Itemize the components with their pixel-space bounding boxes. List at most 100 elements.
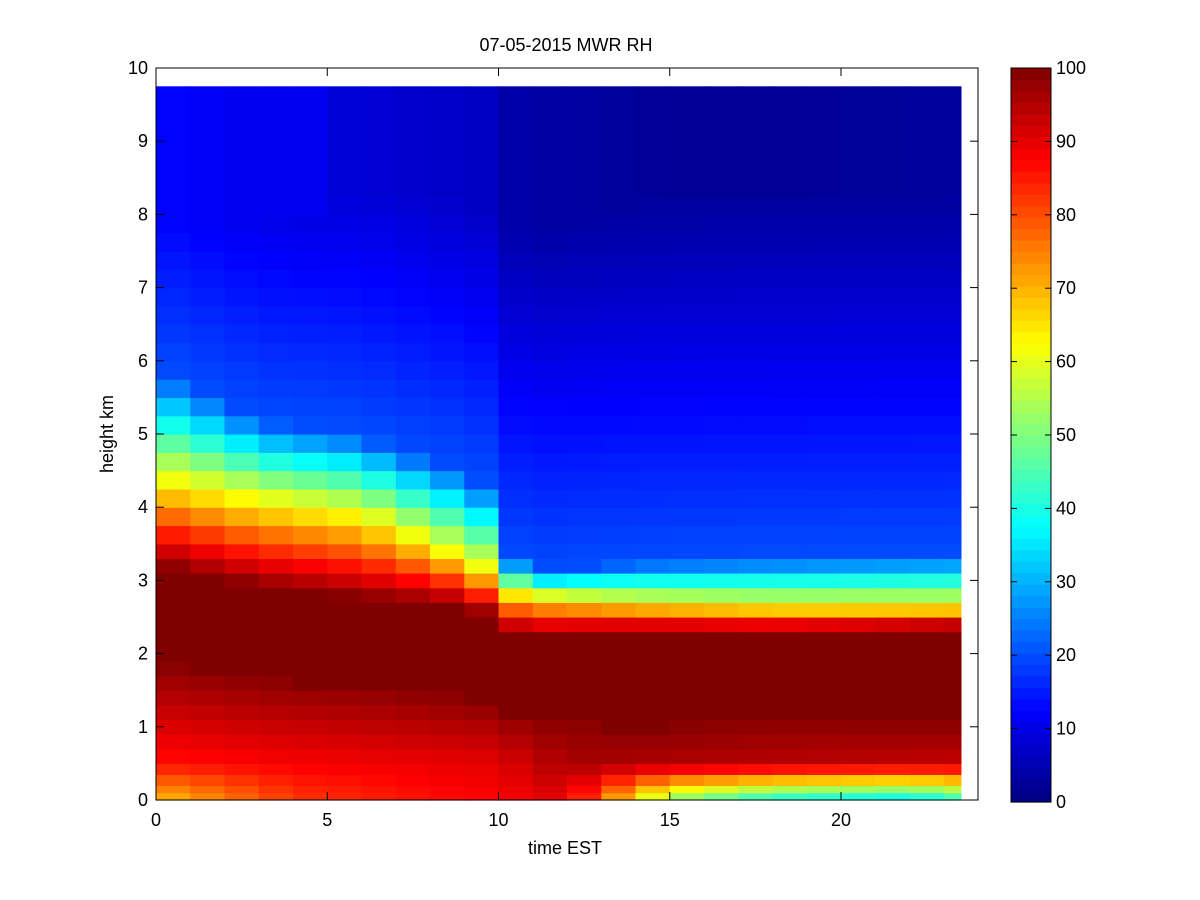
heatmap-cell <box>875 763 911 775</box>
heatmap-cell <box>738 617 774 633</box>
heatmap-cell <box>772 232 808 252</box>
heatmap-cell <box>430 785 465 794</box>
heatmap-cell <box>772 748 808 764</box>
heatmap-cell <box>293 660 328 677</box>
heatmap-cell <box>841 415 876 435</box>
heatmap-cell <box>635 287 671 307</box>
heatmap-cell <box>464 324 500 344</box>
heatmap-cell <box>806 774 842 786</box>
heatmap-cell <box>532 232 568 252</box>
heatmap-cell <box>669 675 705 691</box>
heatmap-cell <box>669 177 705 197</box>
heatmap-cell <box>772 434 808 453</box>
heatmap-cell <box>943 602 962 618</box>
heatmap-cell <box>190 434 226 453</box>
heatmap-cell <box>156 763 191 775</box>
heatmap-cell <box>635 342 671 362</box>
heatmap-cell <box>464 631 500 647</box>
heatmap-cell <box>361 617 397 633</box>
heatmap-cell <box>875 232 911 252</box>
heatmap-cell <box>258 690 294 706</box>
heatmap-cell <box>224 587 260 603</box>
heatmap-cell <box>190 360 226 380</box>
heatmap-cell <box>806 470 842 490</box>
heatmap-cell <box>601 543 637 559</box>
heatmap-cell <box>224 159 260 179</box>
heatmap-cell <box>430 122 465 142</box>
heatmap-cell <box>875 159 911 179</box>
heatmap-cell <box>669 690 705 706</box>
heatmap-cell <box>361 690 397 706</box>
heatmap-cell <box>190 704 226 720</box>
heatmap-cell <box>567 177 602 197</box>
heatmap-cell <box>498 748 534 764</box>
heatmap-cell <box>772 785 808 794</box>
heatmap-cell <box>361 763 397 775</box>
heatmap-cell <box>498 602 534 618</box>
colorbar-swatch <box>1011 217 1051 230</box>
heatmap-cell <box>601 305 637 325</box>
heatmap-cell <box>909 434 945 453</box>
heatmap-cell <box>258 558 294 574</box>
heatmap-cell <box>464 86 500 106</box>
heatmap-cell <box>841 324 876 344</box>
heatmap-cell <box>224 214 260 234</box>
heatmap-cell <box>156 631 191 647</box>
heatmap-cell <box>532 324 568 344</box>
heatmap-cell <box>669 558 705 574</box>
heatmap-cell <box>704 434 739 453</box>
colorbar-swatch <box>1011 446 1051 459</box>
colorbar-tick-label: 80 <box>1056 205 1076 225</box>
heatmap-cell <box>532 525 568 545</box>
heatmap-cell <box>430 488 465 508</box>
heatmap-cell <box>361 675 397 691</box>
heatmap-cell <box>841 104 876 124</box>
heatmap-cell <box>395 704 431 720</box>
heatmap-cell <box>635 748 671 764</box>
heatmap-cell <box>841 342 876 362</box>
heatmap-cell <box>361 452 397 472</box>
heatmap-cell <box>258 196 294 215</box>
heatmap-cell <box>772 488 808 508</box>
heatmap-cell <box>567 690 602 706</box>
heatmap-cell <box>327 525 363 545</box>
heatmap-cell <box>704 617 739 633</box>
heatmap-cell <box>224 690 260 706</box>
heatmap-cell <box>258 159 294 179</box>
heatmap-cell <box>704 507 739 527</box>
heatmap-cell <box>327 452 363 472</box>
heatmap-cell <box>635 141 671 161</box>
heatmap-cell <box>806 196 842 215</box>
heatmap-cell <box>190 196 226 215</box>
heatmap-cell <box>875 525 911 545</box>
heatmap-cell <box>601 214 637 234</box>
colorbar-swatch <box>1011 320 1051 333</box>
heatmap-cell <box>875 675 911 691</box>
heatmap-cell <box>395 507 431 527</box>
heatmap-cell <box>293 675 328 691</box>
heatmap-cell <box>464 342 500 362</box>
heatmap-cell <box>224 734 260 750</box>
heatmap-cell <box>943 690 962 706</box>
heatmap-cell <box>395 177 431 197</box>
heatmap-cell <box>875 214 911 234</box>
heatmap-cell <box>361 379 397 398</box>
heatmap-cell <box>841 573 876 589</box>
colorbar-swatch <box>1011 503 1051 516</box>
heatmap-cell <box>430 214 465 234</box>
heatmap-cell <box>190 631 226 647</box>
heatmap-cell <box>293 104 328 124</box>
heatmap-cell <box>498 342 534 362</box>
heatmap-cell <box>909 675 945 691</box>
heatmap-cell <box>909 734 945 750</box>
heatmap-cell <box>258 86 294 106</box>
heatmap-cell <box>806 159 842 179</box>
heatmap-cell <box>361 785 397 794</box>
heatmap-cell <box>909 602 945 618</box>
x-tick-label: 10 <box>488 810 508 830</box>
heatmap-cell <box>841 434 876 453</box>
heatmap-cell <box>567 704 602 720</box>
heatmap-cell <box>532 631 568 647</box>
heatmap-cell <box>430 543 465 559</box>
heatmap-cell <box>738 631 774 647</box>
